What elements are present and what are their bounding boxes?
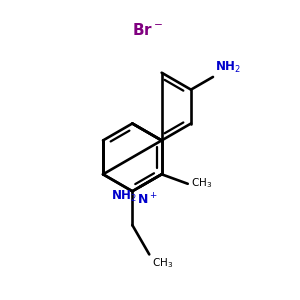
Text: CH$_3$: CH$_3$ <box>191 176 212 190</box>
Text: NH$_2$: NH$_2$ <box>111 188 137 204</box>
Text: Br$^-$: Br$^-$ <box>132 22 164 38</box>
Text: CH$_3$: CH$_3$ <box>152 256 173 270</box>
Text: N$^+$: N$^+$ <box>137 193 158 208</box>
Text: NH$_2$: NH$_2$ <box>215 60 241 76</box>
